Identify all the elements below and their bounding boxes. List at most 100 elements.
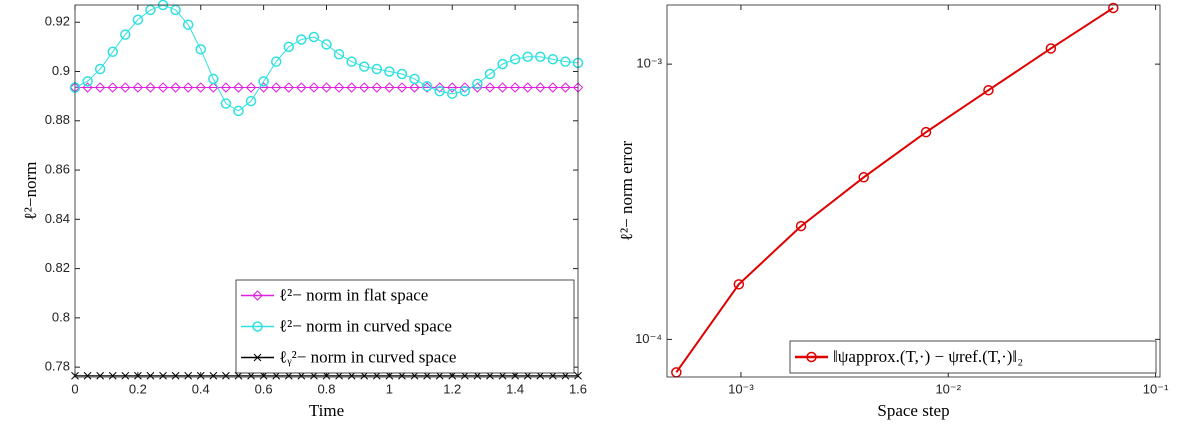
y-tick-label: 0.88	[45, 112, 70, 127]
legend-label: ℓ²− norm in curved space	[279, 316, 452, 335]
marker	[170, 82, 181, 93]
marker	[858, 172, 869, 183]
marker	[523, 371, 532, 380]
marker	[372, 371, 381, 380]
marker	[208, 82, 219, 93]
marker	[359, 82, 370, 93]
marker	[371, 63, 383, 75]
marker	[108, 371, 117, 380]
marker	[159, 371, 167, 380]
marker	[347, 371, 356, 380]
axes-box	[666, 4, 1161, 378]
y-tick-label: 0.78	[45, 359, 70, 374]
marker	[297, 371, 306, 380]
marker	[448, 371, 457, 380]
marker	[434, 82, 445, 93]
legend-marker	[806, 351, 817, 363]
marker	[535, 82, 546, 93]
marker	[247, 371, 255, 380]
x-tick-label: 0.8	[317, 381, 335, 396]
marker	[272, 371, 281, 380]
x-axis-label: Time	[309, 401, 344, 420]
marker	[195, 44, 206, 55]
marker	[245, 82, 257, 93]
legend-box	[789, 340, 1157, 374]
legend-box	[235, 279, 575, 374]
y-tick-label: 0.82	[45, 260, 70, 275]
marker	[410, 371, 419, 380]
marker	[486, 371, 494, 380]
marker	[321, 82, 332, 93]
x-tick-label: 1.2	[443, 381, 461, 396]
marker	[145, 4, 156, 16]
marker	[421, 82, 433, 93]
marker	[82, 82, 93, 93]
marker	[398, 371, 406, 380]
y-tick-label: 0.9	[52, 63, 70, 78]
marker	[384, 82, 395, 93]
marker	[409, 73, 420, 85]
marker	[509, 53, 521, 65]
marker	[795, 220, 807, 232]
x-tick-label: 0.6	[255, 381, 273, 396]
marker	[421, 81, 433, 92]
marker	[522, 82, 533, 93]
y-axis-label: ℓ²−norm	[21, 162, 40, 221]
marker	[385, 371, 394, 380]
marker	[308, 31, 320, 43]
axes-box	[74, 4, 579, 378]
marker	[548, 371, 557, 380]
marker	[259, 371, 268, 380]
marker	[536, 371, 545, 380]
series-line	[675, 7, 1114, 373]
marker	[560, 56, 571, 67]
x-tick-label: 1.6	[569, 381, 587, 396]
x-tick-label: 10⁻³	[728, 381, 754, 396]
legend-label: ℓ²− norm in flat space	[279, 285, 428, 304]
marker	[195, 82, 206, 93]
marker	[360, 371, 369, 380]
marker	[396, 82, 408, 93]
x-tick-label: 10⁻¹	[1143, 381, 1169, 396]
marker	[296, 82, 307, 93]
marker	[371, 82, 383, 93]
marker	[283, 41, 295, 53]
marker	[107, 82, 118, 93]
marker	[484, 68, 496, 80]
marker	[333, 82, 345, 93]
marker	[322, 371, 331, 380]
marker	[209, 371, 218, 380]
marker	[333, 49, 345, 60]
marker	[258, 76, 269, 87]
marker	[547, 53, 559, 65]
marker	[310, 371, 318, 380]
y-tick-label: 0.92	[45, 14, 70, 29]
marker	[435, 371, 444, 380]
marker	[270, 56, 282, 67]
plot-area	[667, 5, 1160, 377]
marker	[220, 98, 232, 109]
y-axis-label: ℓ²− norm error	[617, 141, 636, 242]
marker	[182, 82, 194, 93]
marker	[983, 84, 994, 96]
marker	[132, 14, 144, 26]
legend-label: ‖ψapprox.(T,·) − ψref.(T,·)‖₂	[833, 347, 1023, 366]
marker	[321, 39, 332, 50]
legend-marker	[252, 321, 263, 332]
marker	[145, 82, 156, 93]
marker	[522, 51, 533, 62]
y-tick-label: 10⁻³	[636, 56, 662, 71]
marker	[511, 371, 519, 380]
marker	[182, 19, 194, 30]
marker	[447, 82, 458, 93]
marker	[384, 66, 395, 77]
marker	[308, 82, 320, 93]
marker	[396, 68, 408, 80]
marker	[358, 61, 370, 72]
marker	[733, 279, 745, 290]
legend-marker	[253, 353, 262, 362]
x-tick-label: 0	[71, 381, 78, 396]
legend-marker	[252, 290, 263, 301]
marker	[270, 82, 282, 93]
